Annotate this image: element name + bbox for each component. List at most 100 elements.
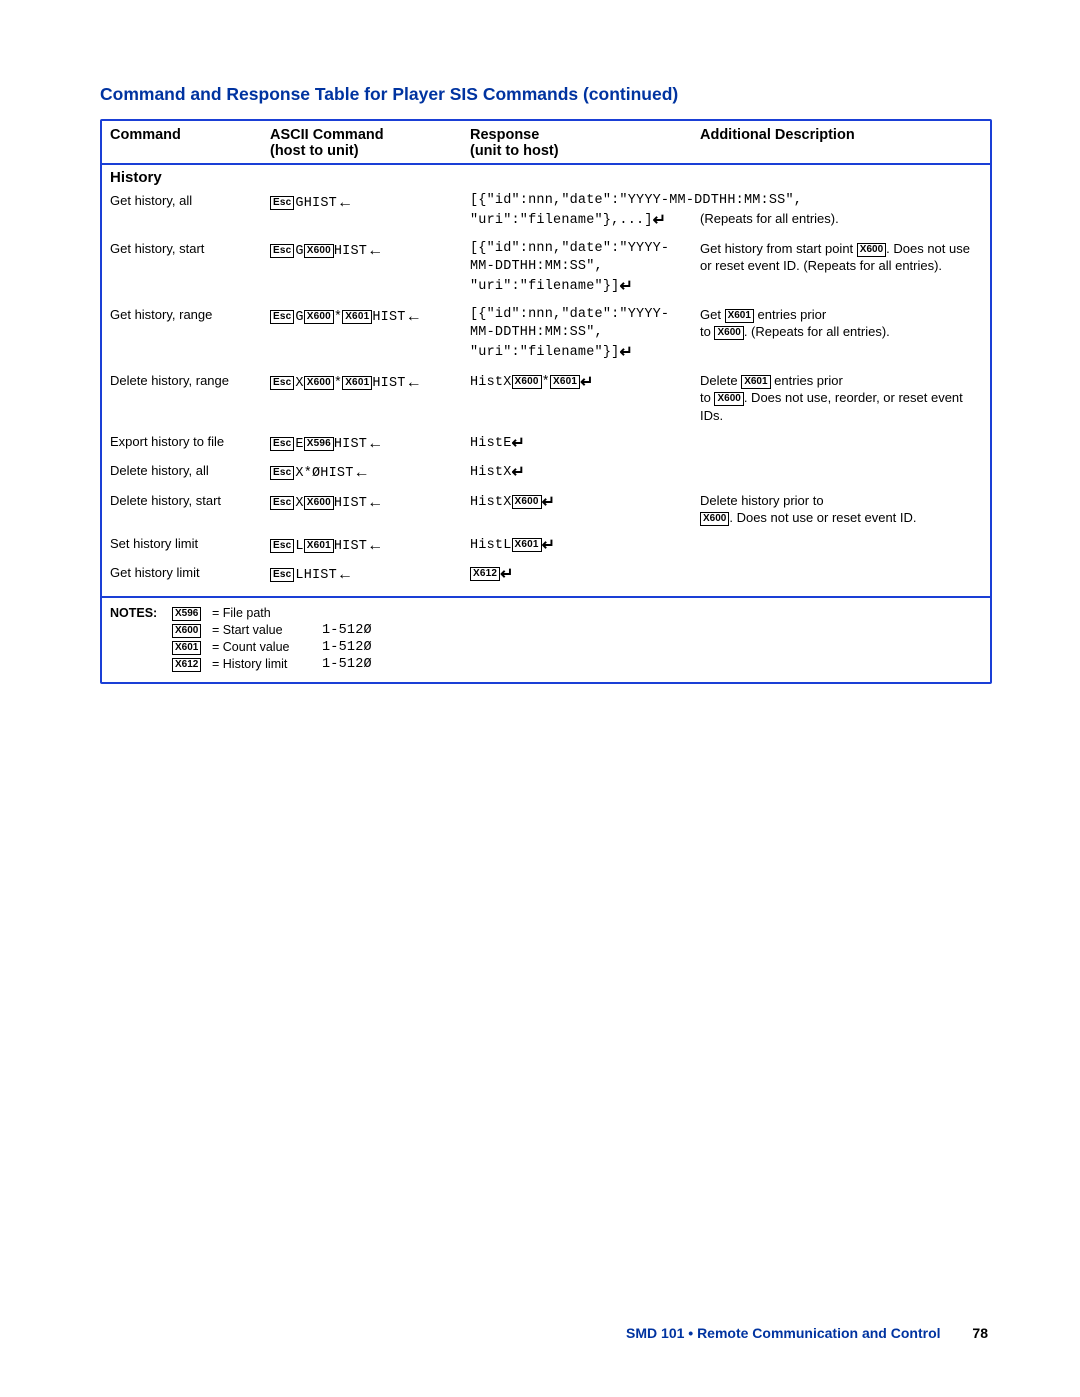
page-footer: SMD 101 • Remote Communication and Contr… — [626, 1325, 988, 1341]
param-tag: X600 — [304, 376, 334, 390]
ascii-command: EscX*ØHIST← — [270, 462, 470, 484]
desc-text: Get X601 entries prior to X600. (Repeats… — [700, 306, 982, 341]
ascii-command: EscLHIST← — [270, 564, 470, 586]
ascii-command: EscLX601HIST← — [270, 535, 470, 557]
esc-key: Esc — [270, 466, 294, 480]
response-text: "uri":"filename"},...]↵ — [470, 210, 700, 232]
response-text: HistLX601↵ — [470, 535, 700, 557]
esc-key: Esc — [270, 437, 294, 451]
header-desc: Additional Description — [700, 127, 982, 159]
param-tag: X600 — [714, 392, 743, 406]
arrow-left-icon: ← — [367, 242, 383, 259]
response-text: [{"id":nnn,"date":"YYYY-MM-DDTHH:MM:SS", — [470, 192, 982, 210]
response-text: HistE↵ — [470, 433, 700, 455]
response-text: HistX↵ — [470, 462, 700, 484]
section-history: History — [102, 165, 990, 188]
page-number: 78 — [972, 1325, 988, 1341]
param-tag: X601 — [172, 641, 201, 655]
return-icon: ↵ — [653, 212, 667, 229]
response-text: [{"id":nnn,"date":"YYYY- MM-DDTHH:MM:SS"… — [470, 306, 700, 364]
response-text: [{"id":nnn,"date":"YYYY- MM-DDTHH:MM:SS"… — [470, 240, 700, 298]
table-row: Export history to file EscEX596HIST← His… — [102, 429, 990, 459]
param-tag: X601 — [741, 375, 770, 389]
esc-key: Esc — [270, 244, 294, 258]
param-tag: X600 — [304, 496, 334, 510]
desc-text: Get history from start point X600. Does … — [700, 240, 982, 275]
desc-text: (Repeats for all entries). — [700, 210, 839, 232]
arrow-left-icon: ← — [367, 435, 383, 452]
ascii-command: EscEX596HIST← — [270, 433, 470, 455]
ascii-command: EscXX600*X601HIST← — [270, 372, 470, 394]
ascii-text: G — [295, 196, 303, 211]
param-tag: X600 — [304, 310, 334, 324]
notes-text: = Start value — [212, 623, 322, 637]
table-row: Get history, start EscGX600HIST← [{"id":… — [102, 236, 990, 302]
header-response-line2: (unit to host) — [470, 143, 700, 159]
param-tag: X612 — [172, 658, 201, 672]
param-tag: X612 — [470, 567, 500, 581]
notes-range: 1-512Ø — [322, 640, 402, 655]
arrow-left-icon: ← — [337, 194, 353, 211]
header-response-line1: Response — [470, 127, 700, 143]
arrow-left-icon: ← — [337, 566, 353, 583]
return-icon: ↵ — [512, 435, 526, 452]
arrow-left-icon: ← — [354, 464, 370, 481]
return-icon: ↵ — [542, 494, 556, 511]
arrow-left-icon: ← — [367, 537, 383, 554]
return-icon: ↵ — [619, 344, 633, 361]
cmd-name: Export history to file — [110, 433, 270, 451]
return-icon: ↵ — [500, 566, 514, 583]
cmd-name: Delete history, start — [110, 492, 270, 510]
notes-range: 1-512Ø — [322, 623, 402, 638]
notes-label: NOTES: — [110, 606, 172, 620]
table-row: Get history, range EscGX600*X601HIST← [{… — [102, 302, 990, 368]
table-header: Command ASCII Command (host to unit) Res… — [102, 121, 990, 165]
esc-key: Esc — [270, 310, 294, 324]
return-icon: ↵ — [580, 374, 594, 391]
notes-text: = File path — [212, 606, 322, 620]
table-row: Delete history, range EscXX600*X601HIST←… — [102, 368, 990, 429]
esc-key: Esc — [270, 496, 294, 510]
ascii-command: EscGX600HIST← — [270, 240, 470, 262]
return-icon: ↵ — [619, 278, 633, 295]
esc-key: Esc — [270, 539, 294, 553]
response-text: HistXX600*X601↵ — [470, 372, 700, 394]
param-tag: X601 — [342, 376, 372, 390]
cmd-name: Delete history, range — [110, 372, 270, 390]
arrow-left-icon: ← — [367, 494, 383, 511]
arrow-left-icon: ← — [406, 374, 422, 391]
header-ascii-line2: (host to unit) — [270, 143, 470, 159]
response-text: HistXX600↵ — [470, 492, 700, 514]
header-response: Response (unit to host) — [470, 127, 700, 159]
esc-key: Esc — [270, 376, 294, 390]
cmd-name: Set history limit — [110, 535, 270, 553]
table-row: Get history limit EscLHIST← X612↵ — [102, 560, 990, 596]
response-and-desc: [{"id":nnn,"date":"YYYY-MM-DDTHH:MM:SS",… — [470, 192, 982, 232]
footer-text: SMD 101 • Remote Communication and Contr… — [626, 1325, 941, 1341]
param-tag: X601 — [304, 539, 334, 553]
cmd-name: Delete history, all — [110, 462, 270, 480]
esc-key: Esc — [270, 196, 294, 210]
param-tag: X600 — [512, 375, 542, 389]
notes-block: NOTES: X596 = File path X600 = Start val… — [102, 596, 990, 682]
param-tag: X601 — [725, 309, 754, 323]
table-row: Get history, all EscGHIST← [{"id":nnn,"d… — [102, 188, 990, 236]
ascii-command: EscGX600*X601HIST← — [270, 306, 470, 328]
cmd-name: Get history, start — [110, 240, 270, 258]
header-command: Command — [110, 127, 270, 159]
desc-text: Delete X601 entries prior to X600. Does … — [700, 372, 982, 425]
return-icon: ↵ — [542, 537, 556, 554]
response-text: X612↵ — [470, 564, 700, 586]
arrow-left-icon: ← — [406, 308, 422, 325]
notes-text: = Count value — [212, 640, 322, 654]
param-tag: X601 — [550, 375, 580, 389]
param-tag: X600 — [172, 624, 201, 638]
notes-text: = History limit — [212, 657, 322, 671]
command-table: Command ASCII Command (host to unit) Res… — [100, 119, 992, 684]
param-tag: X600 — [512, 495, 542, 509]
table-row: Set history limit EscLX601HIST← HistLX60… — [102, 531, 990, 561]
param-tag: X600 — [714, 326, 743, 340]
cmd-name: Get history, all — [110, 192, 270, 210]
ascii-command: EscXX600HIST← — [270, 492, 470, 514]
ascii-command: EscGHIST← — [270, 192, 470, 214]
